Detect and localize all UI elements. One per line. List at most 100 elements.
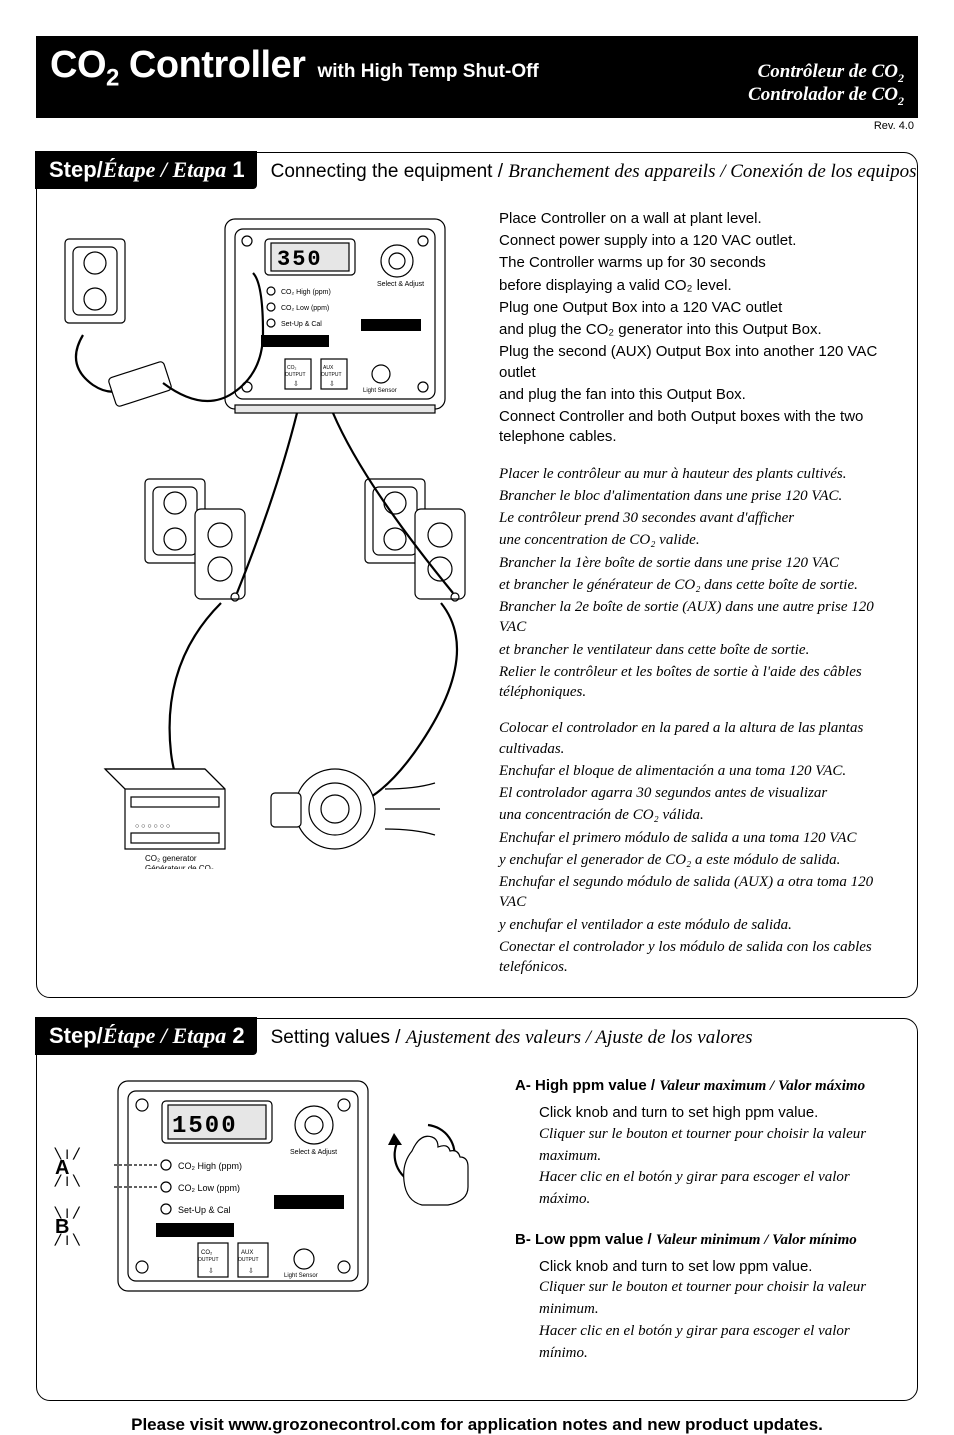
- revision-label: Rev. 4.0: [36, 120, 914, 132]
- s1-es-8: Conectar el controlador y los módulo de …: [499, 937, 899, 978]
- step1-diagram: 350 Select & Adjust CO₂ High (ppm) CO₂ L…: [55, 209, 475, 980]
- svg-text:OUTPUT: OUTPUT: [198, 1257, 219, 1263]
- svg-text:CO₂ Low (ppm): CO₂ Low (ppm): [178, 1183, 240, 1193]
- title-sub2: 2: [106, 65, 119, 92]
- svg-text:OUTPUT: OUTPUT: [238, 1257, 259, 1263]
- s1-fr-2: Le contrôleur prend 30 secondes avant d'…: [499, 508, 899, 528]
- title-right: Contrôleur de CO2 Controlador de CO2: [748, 62, 904, 108]
- display-step2: 1500: [172, 1113, 238, 1140]
- s1-es-3: una concentración de CO₂ válida.: [499, 805, 899, 825]
- svg-text:GROWLAB: GROWLAB: [367, 323, 403, 330]
- s1-fr-7: et brancher le ventilateur dans cette bo…: [499, 640, 899, 660]
- label-b: B: [55, 1216, 69, 1238]
- svg-text:Set-Up & Cal: Set-Up & Cal: [178, 1205, 231, 1215]
- s1-en-0: Place Controller on a wall at plant leve…: [499, 209, 899, 229]
- wiring-diagram-svg: 350 Select & Adjust CO₂ High (ppm) CO₂ L…: [55, 209, 475, 869]
- s1-fr-8: Relier le contrôleur et les boîtes de so…: [499, 662, 899, 703]
- s2a-en: Click knob and turn to set high ppm valu…: [539, 1102, 899, 1124]
- svg-text:AUX: AUX: [241, 1250, 253, 1256]
- s2a-es: Hacer clic en el botón y girar para esco…: [539, 1167, 899, 1211]
- step1-badge-i: Étape / Etapa: [103, 157, 226, 182]
- svg-text:CO₂ High (ppm): CO₂ High (ppm): [178, 1161, 242, 1171]
- controller-step2-svg: 1500 Select & Adjust CO₂ High (ppm) CO₂ …: [88, 1075, 488, 1305]
- step1-badge-b1: Step/: [49, 157, 103, 182]
- svg-text:CO₂ Low (ppm): CO₂ Low (ppm): [281, 305, 329, 312]
- step2-badge-i: Étape / Etapa: [103, 1023, 226, 1048]
- step2-title-r: Setting values /: [271, 1027, 406, 1048]
- s1-es-0: Colocar el controlador en la pared a la …: [499, 718, 899, 759]
- ab-labels: ╲ | ╱A╱ | ╲ ╲ | ╱B╱ | ╲: [55, 1153, 80, 1243]
- s1-en-8: Connect Controller and both Output boxes…: [499, 407, 899, 448]
- s1-fr-6: Brancher la 2e boîte de sortie (AUX) dan…: [499, 597, 899, 638]
- svg-text:⇩: ⇩: [208, 1267, 214, 1275]
- title-co: CO: [50, 44, 106, 86]
- title-left: CO2 Controller with High Temp Shut-Off: [50, 44, 539, 93]
- step1-text: Place Controller on a wall at plant leve…: [499, 209, 899, 980]
- s2a-hdr-r: A- High ppm value /: [515, 1077, 659, 1094]
- svg-text:⇩: ⇩: [329, 380, 335, 388]
- s1-fr-4: Brancher la 1ère boîte de sortie dans un…: [499, 553, 899, 573]
- svg-text:OUTPUT: OUTPUT: [321, 372, 342, 378]
- s2a-fr: Cliquer sur le bouton et tourner pour ch…: [539, 1124, 899, 1168]
- svg-text:OUTPUT: OUTPUT: [285, 372, 306, 378]
- svg-text:Select & Adjust: Select & Adjust: [290, 1149, 337, 1156]
- s1-fr-3: une concentration de CO₂ valide.: [499, 530, 899, 550]
- svg-text:GROWLAB: GROWLAB: [280, 1200, 316, 1207]
- display-step1: 350: [277, 247, 323, 272]
- s1-es-2: El controlador agarra 30 segundos antes …: [499, 783, 899, 803]
- s1-es-7: y enchufar el ventilador a este módulo d…: [499, 915, 899, 935]
- title-bar: CO2 Controller with High Temp Shut-Off C…: [36, 36, 918, 118]
- step1-title-r: Connecting the equipment /: [271, 161, 509, 182]
- s1-es-4: Enchufar el primero módulo de salida a u…: [499, 828, 899, 848]
- title-es-sub: 2: [898, 94, 904, 108]
- s2b-en: Click knob and turn to set low ppm value…: [539, 1256, 899, 1278]
- svg-text:⇩: ⇩: [293, 380, 299, 388]
- step2-text: A- High ppm value / Valeur maximum / Val…: [515, 1075, 899, 1382]
- s2a-hdr-i: Valeur maximum / Valor máximo: [659, 1078, 865, 1094]
- s1-es-1: Enchufar el bloque de alimentación a una…: [499, 761, 899, 781]
- step1-box: Step/Étape / Etapa 1 Connecting the equi…: [36, 152, 918, 999]
- s2b-hdr-i: Valeur minimum / Valor mínimo: [656, 1232, 857, 1248]
- step2-diagram: ╲ | ╱A╱ | ╲ ╲ | ╱B╱ | ╲ 1500 Select & Ad…: [55, 1075, 495, 1305]
- title-fr-sub: 2: [898, 71, 904, 85]
- step1-title: Connecting the equipment / Branchement d…: [271, 155, 917, 183]
- s1-fr-0: Placer le contrôleur au mur à hauteur de…: [499, 464, 899, 484]
- step1-badge: Step/Étape / Etapa 1: [35, 151, 257, 189]
- s2b-hdr-r: B- Low ppm value /: [515, 1231, 656, 1248]
- s1-fr-5: et brancher le générateur de CO₂ dans ce…: [499, 575, 899, 595]
- footer-text: Please visit www.grozonecontrol.com for …: [36, 1415, 918, 1435]
- s1-es-6: Enchufar el segundo módulo de salida (AU…: [499, 872, 899, 913]
- step2-badge-b2: 2: [226, 1023, 244, 1048]
- s1-en-6: Plug the second (AUX) Output Box into an…: [499, 342, 899, 383]
- svg-text:CO₂ Controller: CO₂ Controller: [265, 339, 311, 346]
- s1-es-5: y enchufar el generador de CO₂ a este mó…: [499, 850, 899, 870]
- svg-text:CO₂: CO₂: [201, 1250, 213, 1256]
- s2b-fr: Cliquer sur le bouton et tourner pour ch…: [539, 1277, 899, 1321]
- s1-en-7: and plug the fan into this Output Box.: [499, 385, 899, 405]
- s1-en-5: and plug the CO₂ generator into this Out…: [499, 320, 899, 340]
- step2-title-i: Ajustement des valeurs / Ajuste de los v…: [406, 1027, 753, 1048]
- step1-header: Step/Étape / Etapa 1 Connecting the equi…: [35, 151, 917, 189]
- svg-text:○ ○ ○ ○ ○ ○: ○ ○ ○ ○ ○ ○: [135, 823, 170, 830]
- s1-en-3: before displaying a valid CO₂ level.: [499, 276, 899, 296]
- svg-text:Select & Adjust: Select & Adjust: [377, 281, 424, 288]
- svg-text:⇩: ⇩: [248, 1267, 254, 1275]
- svg-text:Générateur de CO₂: Générateur de CO₂: [145, 864, 214, 869]
- svg-text:CO₂ generator: CO₂ generator: [145, 854, 197, 863]
- svg-text:AUX: AUX: [323, 365, 334, 371]
- step2-header: Step/Étape / Etapa 2 Setting values / Aj…: [35, 1017, 753, 1055]
- svg-text:Light Sensor: Light Sensor: [284, 1273, 318, 1279]
- s1-en-2: The Controller warms up for 30 seconds: [499, 253, 899, 273]
- step2-badge: Step/Étape / Etapa 2: [35, 1017, 257, 1055]
- title-controller: Controller: [119, 44, 306, 86]
- title-subtitle: with High Temp Shut-Off: [317, 61, 538, 83]
- s1-en-1: Connect power supply into a 120 VAC outl…: [499, 231, 899, 251]
- s1-en-4: Plug one Output Box into a 120 VAC outle…: [499, 298, 899, 318]
- step2-title: Setting values / Ajustement des valeurs …: [271, 1021, 753, 1049]
- step1-badge-b2: 1: [226, 157, 244, 182]
- s2b-es: Hacer clic en el botón y girar para esco…: [539, 1321, 899, 1365]
- svg-text:Set-Up & Cal: Set-Up & Cal: [281, 321, 322, 328]
- title-fr: Contrôleur de CO: [758, 61, 898, 82]
- svg-text:CO₂ High (ppm): CO₂ High (ppm): [281, 289, 331, 296]
- step2-badge-b1: Step/: [49, 1023, 103, 1048]
